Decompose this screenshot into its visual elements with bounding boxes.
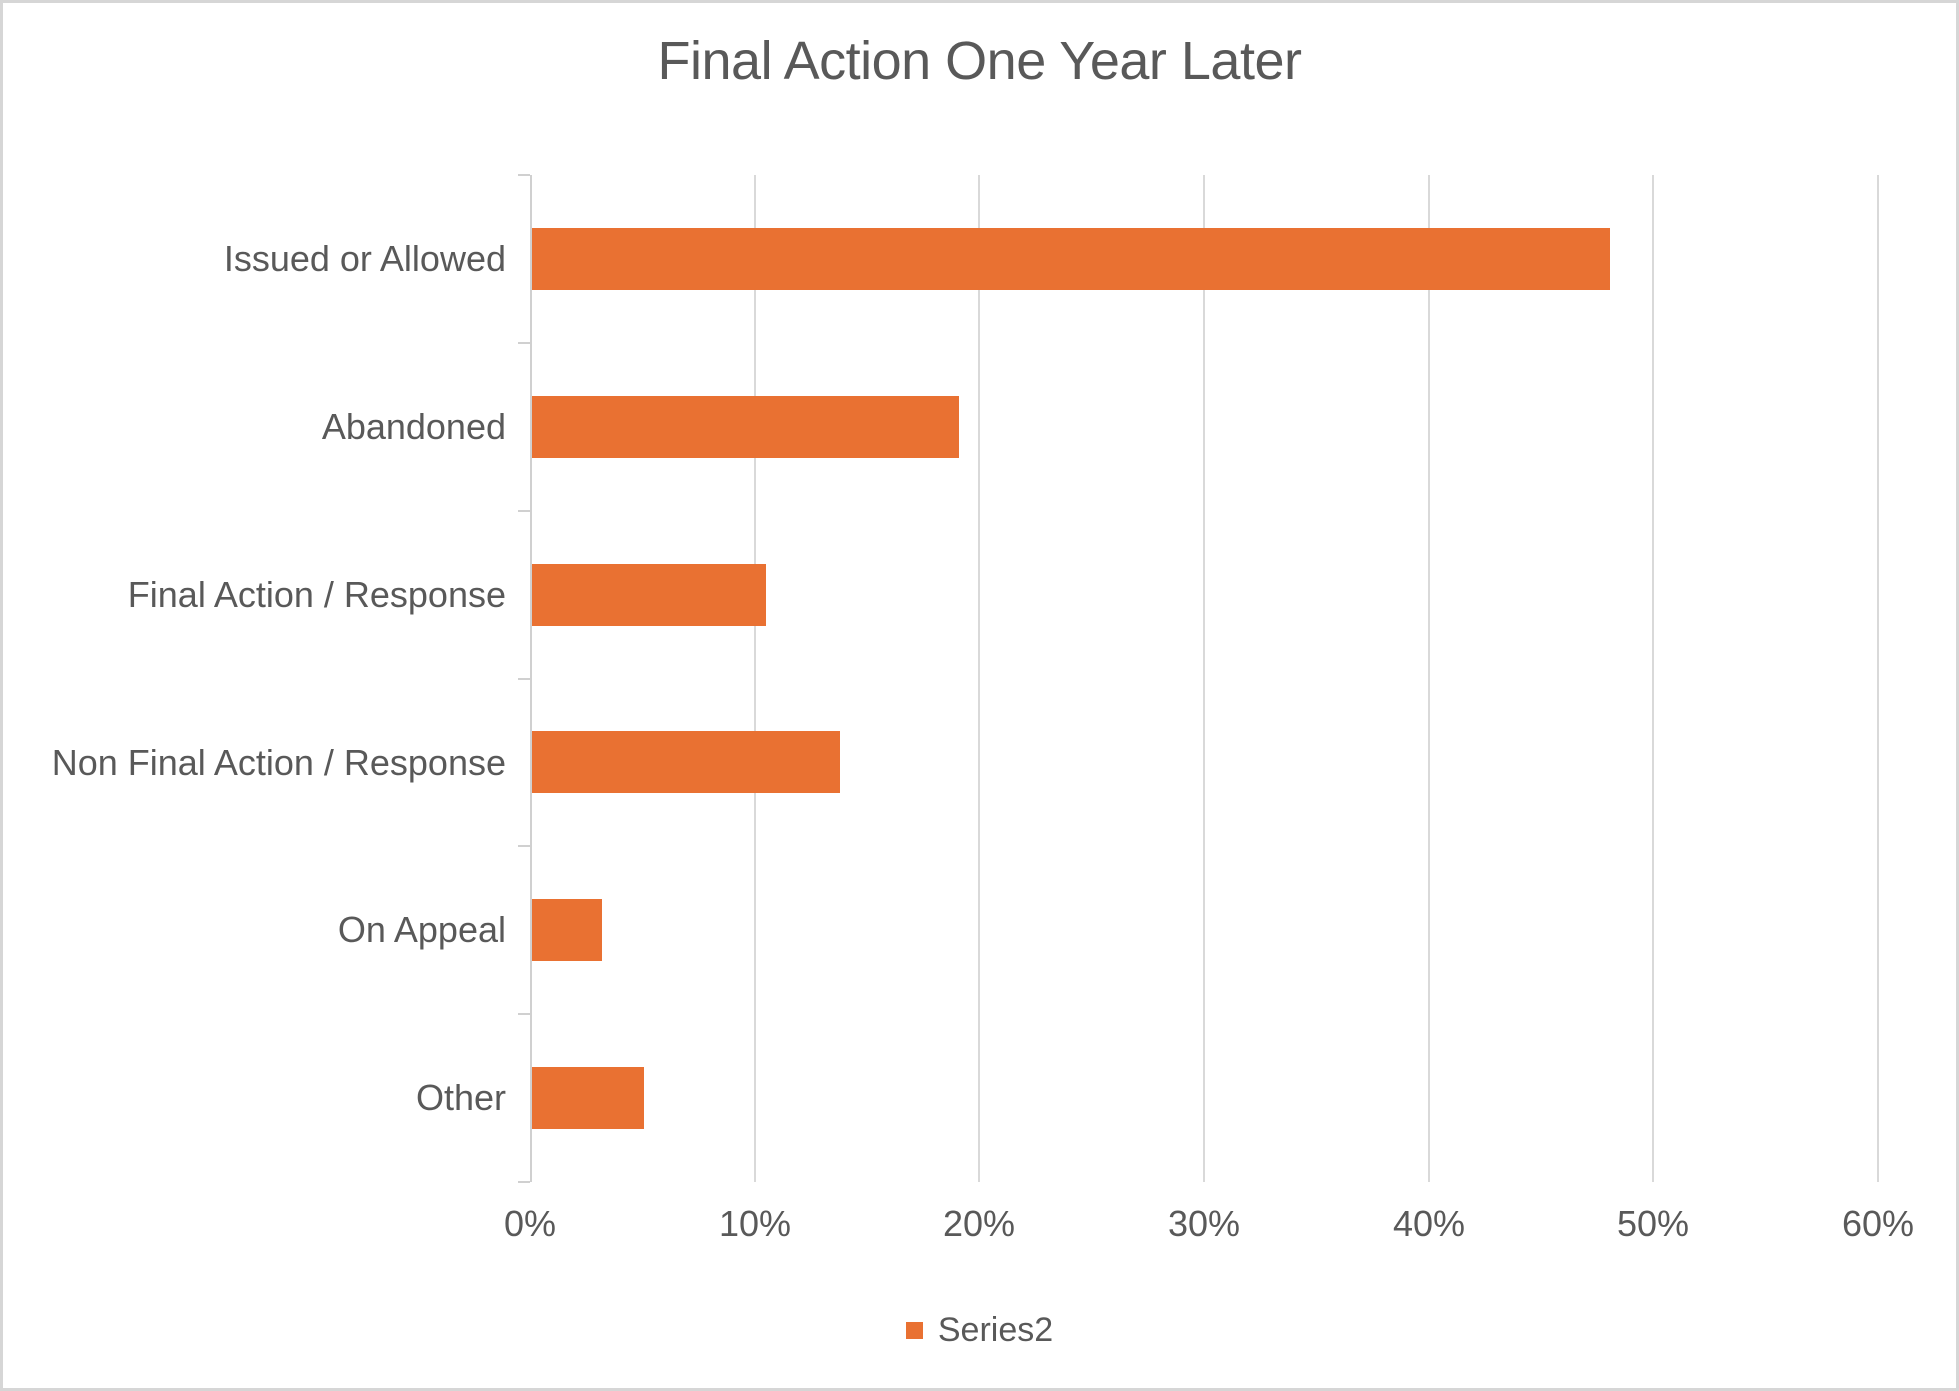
bar-issued-or-allowed — [532, 228, 1610, 290]
bar-other — [532, 1067, 644, 1129]
category-tick-mark — [518, 678, 530, 680]
legend-series-label: Series2 — [937, 1311, 1054, 1349]
x-tick-label-20%: 20% — [942, 1203, 1016, 1244]
category-label-non-final-action-response: Non Final Action / Response — [51, 742, 506, 783]
category-label-final-action-response: Final Action / Response — [127, 574, 506, 615]
category-label-abandoned: Abandoned — [321, 406, 506, 447]
gridline-40% — [1427, 175, 1430, 1182]
category-label-issued-or-allowed: Issued or Allowed — [223, 238, 506, 279]
category-tick-mark — [518, 845, 530, 847]
y-axis-line — [530, 175, 532, 1182]
gridline-10% — [753, 175, 756, 1182]
x-tick-label-30%: 30% — [1167, 1203, 1241, 1244]
gridline-30% — [1203, 175, 1205, 1182]
category-tick-mark — [518, 342, 530, 344]
x-tick-label-0%: 0% — [503, 1203, 557, 1244]
gridline-60% — [1877, 175, 1879, 1182]
bar-on-appeal — [532, 899, 602, 961]
category-tick-mark — [518, 510, 530, 512]
x-tick-label-50%: 50% — [1616, 1203, 1690, 1244]
x-tick-label-40%: 40% — [1392, 1203, 1466, 1244]
category-label-on-appeal: On Appeal — [337, 909, 506, 950]
bar-abandoned — [532, 396, 959, 458]
x-tick-label-60%: 60% — [1841, 1203, 1915, 1244]
x-tick-label-10%: 10% — [718, 1203, 792, 1244]
category-tick-mark — [518, 1013, 530, 1015]
gridline-20% — [978, 175, 981, 1182]
plot-area — [518, 174, 1879, 1183]
bar-final-action-response — [532, 564, 766, 626]
category-label-other: Other — [415, 1077, 506, 1118]
legend: Series2 — [3, 1311, 1956, 1350]
bar-non-final-action-response — [532, 731, 840, 793]
series-marker-icon — [905, 1322, 923, 1339]
chart-title: Final Action One Year Later — [657, 31, 1302, 91]
category-tick-mark — [518, 1181, 530, 1183]
gridline-50% — [1652, 175, 1655, 1182]
category-tick-mark — [518, 174, 530, 176]
